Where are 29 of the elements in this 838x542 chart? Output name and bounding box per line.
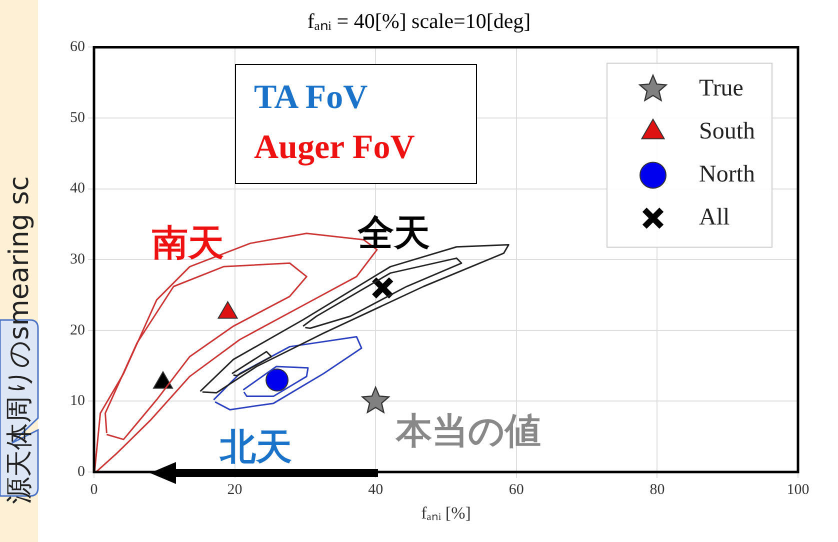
y-tick-label: 0 xyxy=(78,464,85,480)
x-tick-label: 20 xyxy=(227,482,242,498)
point xyxy=(371,276,394,300)
legend-label: All xyxy=(699,204,730,230)
y-tick-label: 60 xyxy=(70,39,85,56)
annotation: 全天 xyxy=(358,213,430,254)
y-tick-label: 20 xyxy=(70,322,85,338)
point xyxy=(266,368,289,392)
legend-label: True xyxy=(699,75,744,102)
x-axis-title: fₐₙᵢ [%] xyxy=(421,503,471,522)
x-tick-label: 40 xyxy=(368,482,384,498)
y-tick-label: 30 xyxy=(70,252,85,268)
y-tick-label: 40 xyxy=(70,180,85,197)
y-tick-label: 50 xyxy=(70,110,85,126)
chart-title: fₐₙᵢ = 40[%] scale=10[deg] xyxy=(307,9,531,34)
annotation: 本当の値 xyxy=(396,411,541,452)
annotation: 南天 xyxy=(152,223,224,264)
x-tick-label: 0 xyxy=(90,482,98,498)
text: 源天体周りのsmearing sc xyxy=(4,176,36,504)
x-tick-label: 80 xyxy=(650,482,665,498)
annotation: 北天 xyxy=(220,427,292,468)
x-tick-label: 60 xyxy=(508,482,524,498)
x-tick-label: 100 xyxy=(786,482,810,498)
annotation: Auger FoV xyxy=(254,128,416,168)
point xyxy=(362,386,390,414)
legend-label: South xyxy=(699,118,756,144)
annotation: TA FoV xyxy=(254,78,369,118)
y-tick-label: 10 xyxy=(70,393,85,410)
legend-label: North xyxy=(699,161,755,188)
